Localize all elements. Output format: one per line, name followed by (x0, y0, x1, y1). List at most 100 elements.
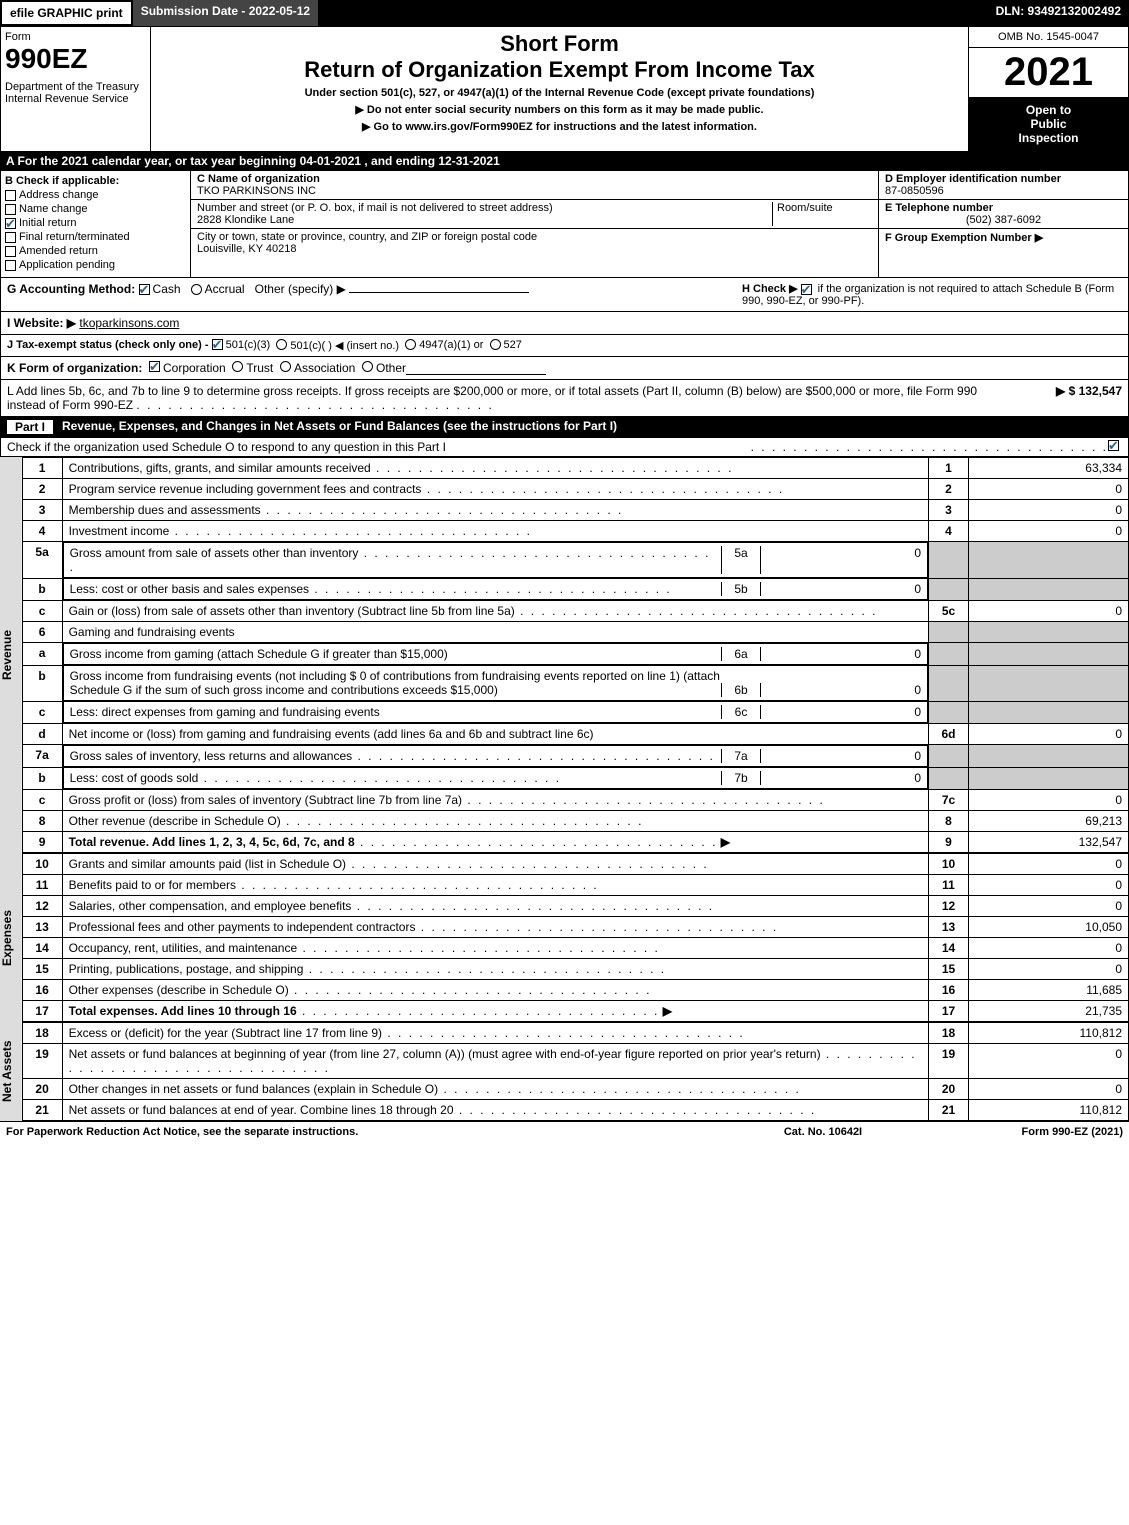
other-label: Other (specify) ▶ (255, 282, 346, 296)
phone-value: (502) 387-6092 (885, 214, 1122, 226)
addr-label: Number and street (or P. O. box, if mail… (197, 202, 553, 214)
rb-trust[interactable] (232, 361, 243, 372)
dln-label: DLN: 93492132002492 (988, 0, 1129, 26)
cb-address-change[interactable]: Address change (5, 189, 186, 201)
header-mid: Short Form Return of Organization Exempt… (151, 27, 968, 151)
line-15: 15Printing, publications, postage, and s… (22, 959, 1128, 980)
part-i-label: Part I (6, 419, 54, 435)
cell-org-name: C Name of organization TKO PARKINSONS IN… (191, 171, 878, 200)
line-21: 21Net assets or fund balances at end of … (22, 1100, 1128, 1121)
b-mid: C Name of organization TKO PARKINSONS IN… (191, 171, 878, 277)
ein-value: 87-0850596 (885, 185, 944, 197)
cell-phone: E Telephone number (502) 387-6092 (879, 199, 1128, 228)
line-7b: bLess: cost of goods sold7b0 (22, 767, 1128, 790)
line-2: 2Program service revenue including gover… (22, 479, 1128, 500)
side-revenue-label: Revenue (0, 457, 22, 853)
form-word: Form (5, 31, 146, 43)
page-footer: For Paperwork Reduction Act Notice, see … (0, 1121, 1129, 1142)
h-label: H Check ▶ (742, 283, 798, 295)
cb-initial-return[interactable]: Initial return (5, 217, 186, 229)
line-12: 12Salaries, other compensation, and empl… (22, 896, 1128, 917)
line-11: 11Benefits paid to or for members110 (22, 875, 1128, 896)
rb-4947[interactable] (405, 339, 416, 350)
section-b: B Check if applicable: Address change Na… (0, 170, 1129, 278)
cb-501c3[interactable] (212, 339, 223, 350)
form-header: Form 990EZ Department of the Treasury In… (0, 26, 1129, 152)
line-6d: dNet income or (loss) from gaming and fu… (22, 724, 1128, 745)
cb-cash[interactable] (139, 284, 150, 295)
topbar-spacer (318, 0, 987, 26)
row-a-calendar-year: A For the 2021 calendar year, or tax yea… (0, 152, 1129, 170)
rb-other[interactable] (362, 361, 373, 372)
line-8: 8Other revenue (describe in Schedule O)8… (22, 811, 1128, 832)
part-i-check-text: Check if the organization used Schedule … (7, 440, 751, 454)
g-label: G Accounting Method: (7, 282, 135, 296)
header-right: OMB No. 1545-0047 2021 Open to Public In… (968, 27, 1128, 151)
cb-amended-return[interactable]: Amended return (5, 245, 186, 257)
row-l-grossreceipts: L Add lines 5b, 6c, and 7b to line 9 to … (0, 380, 1129, 417)
c-label: C Name of organization (197, 173, 320, 185)
j-label: J Tax-exempt status (check only one) - (7, 339, 209, 352)
cb-part-i-schedo[interactable] (1108, 440, 1119, 451)
website-link[interactable]: tkoparkinsons.com (79, 316, 179, 330)
open-line-3: Inspection (975, 131, 1122, 145)
omb-number: OMB No. 1545-0047 (969, 27, 1128, 48)
part-i-title: Revenue, Expenses, and Changes in Net As… (62, 419, 617, 435)
rb-accrual[interactable] (191, 284, 202, 295)
side-expenses-label: Expenses (0, 853, 22, 1022)
row-i-website: I Website: ▶ tkoparkinsons.com (0, 312, 1129, 335)
line-7a: 7aGross sales of inventory, less returns… (22, 745, 1128, 768)
tax-year: 2021 (969, 48, 1128, 97)
cell-group-exemption: F Group Exemption Number ▶ (879, 228, 1128, 246)
line-14: 14Occupancy, rent, utilities, and mainte… (22, 938, 1128, 959)
open-line-1: Open to (975, 103, 1122, 117)
line-5b: bLess: cost or other basis and sales exp… (22, 578, 1128, 601)
part-i-check-row: Check if the organization used Schedule … (0, 437, 1129, 457)
opt-assoc: Association (294, 361, 355, 375)
line-6b: bGross income from fundraising events (n… (22, 665, 1128, 701)
line-6: 6Gaming and fundraising events (22, 622, 1128, 643)
h-text: if the organization is not required to a… (742, 283, 1114, 307)
line-18: 18Excess or (deficit) for the year (Subt… (22, 1023, 1128, 1044)
rb-501c[interactable] (276, 339, 287, 350)
cb-application-pending[interactable]: Application pending (5, 259, 186, 271)
b-left-checkboxes: B Check if applicable: Address change Na… (1, 171, 191, 277)
line-3: 3Membership dues and assessments30 (22, 500, 1128, 521)
row-g-accounting: G Accounting Method: Cash Accrual Other … (0, 278, 1129, 312)
e-label: E Telephone number (885, 202, 993, 214)
row-h: H Check ▶ if the organization is not req… (742, 282, 1122, 307)
city-value: Louisville, KY 40218 (197, 243, 296, 255)
opt-501c3: 501(c)(3) (226, 339, 271, 352)
i-label: I Website: ▶ (7, 316, 76, 330)
cell-ein: D Employer identification number 87-0850… (879, 171, 1128, 199)
line-5a: 5aGross amount from sale of assets other… (22, 542, 1128, 579)
line-4: 4Investment income40 (22, 521, 1128, 542)
open-to-public-box: Open to Public Inspection (969, 97, 1128, 151)
open-line-2: Public (975, 117, 1122, 131)
dept-label: Department of the Treasury Internal Reve… (5, 81, 146, 105)
footer-paperwork: For Paperwork Reduction Act Notice, see … (6, 1126, 723, 1138)
rb-assoc[interactable] (280, 361, 291, 372)
header-sub3: ▶ Go to www.irs.gov/Form990EZ for instru… (155, 120, 964, 133)
short-form-title: Short Form (155, 31, 964, 57)
org-name: TKO PARKINSONS INC (197, 185, 316, 197)
part-i-header: Part I Revenue, Expenses, and Changes in… (0, 417, 1129, 437)
expenses-table: 10Grants and similar amounts paid (list … (22, 853, 1129, 1022)
side-netassets-label: Net Assets (0, 1022, 22, 1121)
cb-name-change[interactable]: Name change (5, 203, 186, 215)
revenue-table: 1Contributions, gifts, grants, and simil… (22, 457, 1129, 853)
cell-address: Number and street (or P. O. box, if mail… (191, 200, 878, 229)
header-sub2: ▶ Do not enter social security numbers o… (155, 103, 964, 116)
cb-h[interactable] (801, 284, 812, 295)
rb-527[interactable] (490, 339, 501, 350)
cb-corp[interactable] (149, 361, 160, 372)
d-label: D Employer identification number (885, 173, 1061, 185)
cb-final-return[interactable]: Final return/terminated (5, 231, 186, 243)
line-7c: cGross profit or (loss) from sales of in… (22, 790, 1128, 811)
line-16: 16Other expenses (describe in Schedule O… (22, 980, 1128, 1001)
footer-formid: Form 990-EZ (2021) (923, 1126, 1123, 1138)
f-label: F Group Exemption Number ▶ (885, 232, 1043, 244)
line-17: 17Total expenses. Add lines 10 through 1… (22, 1001, 1128, 1022)
line-10: 10Grants and similar amounts paid (list … (22, 854, 1128, 875)
line-6a: aGross income from gaming (attach Schedu… (22, 643, 1128, 666)
